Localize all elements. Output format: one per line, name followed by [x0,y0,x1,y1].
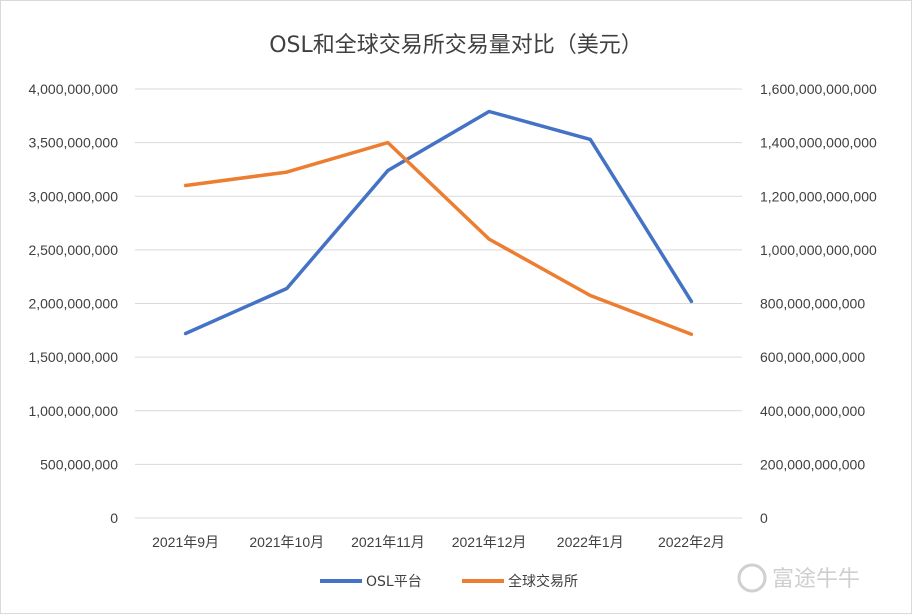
left-tick-label: 4,000,000,000 [28,81,118,97]
right-tick-label: 1,200,000,000,000 [760,188,877,204]
left-tick-label: 3,500,000,000 [28,135,118,151]
left-tick-label: 500,000,000 [40,456,118,472]
left-tick-label: 1,500,000,000 [28,349,118,365]
legend-label: 全球交易所 [508,573,578,590]
left-tick-label: 2,500,000,000 [28,242,118,258]
series-lines [183,109,694,337]
x-tick-label: 2021年11月 [351,534,425,550]
right-tick-label: 600,000,000,000 [760,349,865,365]
x-tick-label: 2022年1月 [557,534,624,550]
left-axis-ticks: 0 500,000,000 1,000,000,000 1,500,000,000 2,… [28,81,118,526]
x-tick-label: 2021年12月 [452,534,527,550]
right-tick-label: 1,000,000,000,000 [760,242,877,258]
watermark-text: 富途牛牛 [772,567,860,592]
watermark: 富途牛牛 [737,563,860,593]
x-tick-label: 2022年2月 [658,534,725,550]
left-tick-label: 2,000,000,000 [28,296,118,312]
x-tick-label: 2021年10月 [249,534,324,550]
watermark-logo-icon [737,563,767,593]
right-tick-label: 0 [760,510,768,526]
x-tick-label: 2021年9月 [152,534,219,550]
right-tick-label: 400,000,000,000 [760,403,865,419]
left-tick-label: 3,000,000,000 [28,188,118,204]
x-axis-ticks: 2021年9月 2021年10月 2021年11月 2021年12月 2022年1月 20… [152,534,725,550]
gridlines [135,88,742,519]
left-tick-label: 1,000,000,000 [28,403,118,419]
right-tick-label: 800,000,000,000 [760,296,865,312]
right-tick-label: 1,600,000,000,000 [760,81,877,97]
right-axis-ticks: 0 200,000,000,000 400,000,000,000 600,000,0… [760,81,877,526]
left-tick-label: 0 [110,510,118,526]
series-line-1 [183,140,694,337]
legend: OSL平台 全球交易所 [320,573,578,590]
chart-title: OSL和全球交易所交易量对比（美元） [269,33,643,58]
right-tick-label: 1,400,000,000,000 [760,135,877,151]
series-line-0 [183,109,694,336]
right-tick-label: 200,000,000,000 [760,456,865,472]
legend-label: OSL平台 [366,574,422,590]
